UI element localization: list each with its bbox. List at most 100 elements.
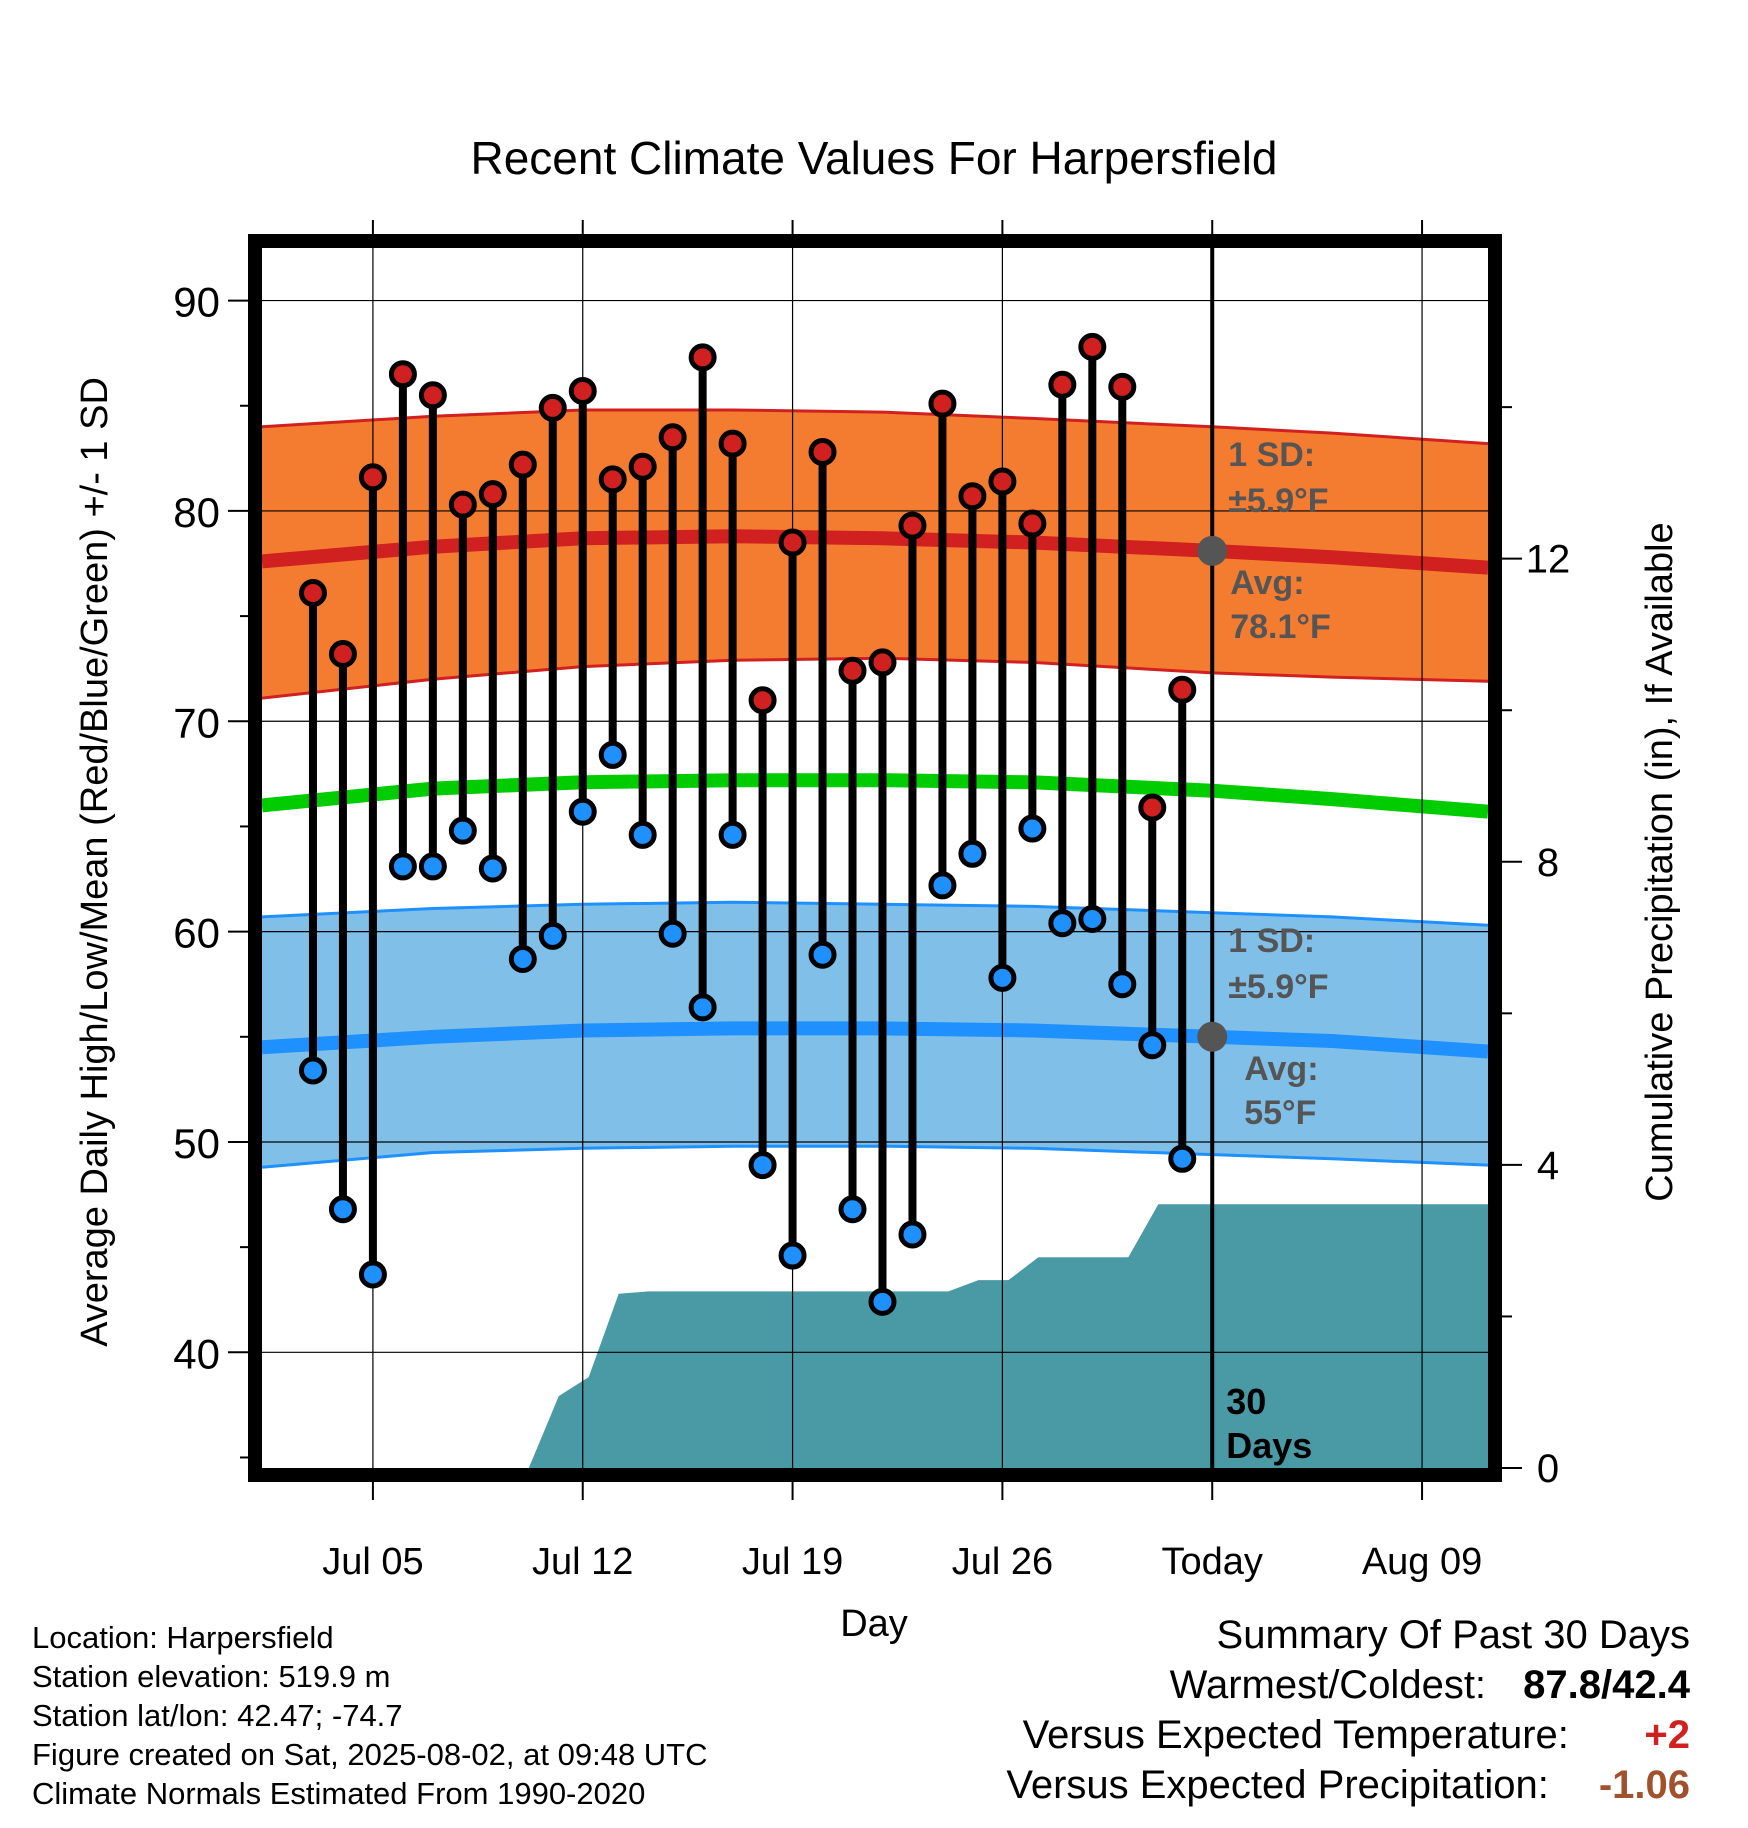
- station-location: Location: Harpersfield: [32, 1620, 334, 1655]
- station-elevation: Station elevation: 519.9 m: [32, 1659, 391, 1694]
- daily-low-point: [1048, 909, 1077, 938]
- y2-tick-label: 8: [1537, 841, 1559, 885]
- daily-low-point: [1018, 814, 1047, 843]
- y-tick-label: 80: [173, 489, 220, 536]
- chart-axes: 40 50 60 70 80 90 0 4 8 12 Jul 05 Jul 12 Jul 19 Jul 2…: [173, 220, 1570, 1583]
- high-avg-label: Avg:: [1230, 564, 1304, 602]
- daily-low-point: [778, 1241, 807, 1270]
- low-sd-label: 1 SD:: [1228, 922, 1315, 960]
- daily-low-point: [748, 1151, 777, 1180]
- high-avg-line: [262, 529, 1488, 575]
- y-tick-label: 50: [173, 1120, 220, 1167]
- daily-high-point: [298, 578, 327, 607]
- daily-high-point: [838, 656, 867, 685]
- temp-label: Versus Expected Temperature:: [1022, 1713, 1569, 1757]
- low-avg-value: 55°F: [1244, 1094, 1316, 1132]
- x-tick-label: Aug 09: [1362, 1541, 1482, 1583]
- low-avg-today-marker: [1197, 1021, 1228, 1052]
- daily-high-point: [508, 450, 537, 479]
- x-tick-label: Jul 12: [532, 1541, 633, 1583]
- x-tick-label: Jul 19: [742, 1541, 843, 1583]
- daily-high-point: [328, 639, 357, 668]
- daily-high-point: [868, 648, 897, 677]
- daily-high-point: [1108, 372, 1137, 401]
- x-tick-label: Today: [1162, 1541, 1263, 1583]
- daily-low-point: [448, 816, 477, 845]
- daily-high-point: [538, 393, 567, 422]
- mean-avg-line: [262, 773, 1488, 819]
- daily-high-point: [778, 528, 807, 557]
- plot-frame: [248, 234, 1502, 1482]
- daily-high-point: [598, 465, 627, 494]
- summary-precip: Versus Expected Precipitation: -1.06: [1006, 1760, 1690, 1810]
- y-axis-label: Average Daily High/Low/Mean (Red/Blue/Gr…: [74, 377, 116, 1347]
- daily-high-point: [418, 381, 447, 410]
- window-days-number: 30: [1226, 1381, 1266, 1422]
- daily-low-point: [478, 854, 507, 883]
- daily-low-point: [538, 921, 567, 950]
- high-sd-upper-line: [262, 408, 1488, 446]
- y-tick-label: 60: [173, 910, 220, 957]
- daily-low-point: [928, 871, 957, 900]
- daily-low-point: [658, 919, 687, 948]
- high-sd-value: ±5.9°F: [1228, 482, 1328, 520]
- daily-high-point: [898, 511, 927, 540]
- daily-high-point: [628, 452, 657, 481]
- daily-high-point: [568, 377, 597, 406]
- daily-low-point: [1138, 1031, 1167, 1060]
- daily-high-point: [1078, 332, 1107, 361]
- daily-high-point: [478, 480, 507, 509]
- daily-high-point: [808, 438, 837, 467]
- daily-high-point: [1138, 793, 1167, 822]
- daily-low-point: [598, 740, 627, 769]
- daily-low-point: [358, 1260, 387, 1289]
- high-avg-value: 78.1°F: [1230, 608, 1331, 646]
- x-tick-label: Jul 26: [952, 1541, 1053, 1583]
- figure-created: Figure created on Sat, 2025-08-02, at 09…: [32, 1737, 708, 1772]
- summary-title: Summary Of Past 30 Days: [1216, 1613, 1690, 1657]
- x-axis-label: Day: [840, 1603, 908, 1645]
- daily-high-point: [448, 490, 477, 519]
- daily-low-point: [508, 944, 537, 973]
- chart-title: Recent Climate Values For Harpersfield: [470, 132, 1277, 184]
- y2-tick-label: 4: [1537, 1144, 1559, 1188]
- daily-high-point: [748, 686, 777, 715]
- daily-high-point: [718, 429, 747, 458]
- daily-low-point: [838, 1195, 867, 1224]
- y2-tick-label: 0: [1537, 1447, 1559, 1491]
- temp-anomaly-value: +2: [1644, 1713, 1690, 1757]
- daily-low-point: [388, 852, 417, 881]
- high-sd-label: 1 SD:: [1228, 436, 1315, 474]
- daily-low-point: [868, 1287, 897, 1316]
- daily-low-point: [568, 797, 597, 826]
- station-info: Location: Harpersfield Station elevation…: [32, 1618, 708, 1813]
- y2-axis-label: Cumulative Precipitation (in), If Availa…: [1639, 522, 1681, 1201]
- summary-temp: Versus Expected Temperature: +2: [1006, 1710, 1690, 1760]
- daily-high-point: [958, 482, 987, 511]
- high-sd-band: [262, 410, 1488, 699]
- summary-warm-cold: Warmest/Coldest: 87.8/42.4: [1006, 1660, 1690, 1710]
- warm-cold-value: 87.8/42.4: [1523, 1663, 1690, 1707]
- y2-tick-label: 12: [1526, 538, 1571, 582]
- window-days-label: Days: [1226, 1425, 1312, 1466]
- daily-high-point: [358, 463, 387, 492]
- daily-low-point: [988, 963, 1017, 992]
- station-latlon: Station lat/lon: 42.47; -74.7: [32, 1698, 403, 1733]
- daily-high-point: [1018, 509, 1047, 538]
- y-tick-label: 70: [173, 699, 220, 746]
- daily-low-point: [958, 839, 987, 868]
- y-tick-label: 40: [173, 1330, 220, 1377]
- y-tick-label: 90: [173, 279, 220, 326]
- precip-anomaly-value: -1.06: [1598, 1763, 1690, 1807]
- daily-low-point: [1078, 905, 1107, 933]
- precip-label: Versus Expected Precipitation:: [1006, 1763, 1549, 1807]
- low-avg-label: Avg:: [1244, 1050, 1318, 1088]
- daily-high-point: [1168, 675, 1197, 704]
- daily-high-point: [1048, 370, 1077, 399]
- daily-low-point: [298, 1056, 327, 1085]
- daily-low-point: [628, 820, 657, 849]
- daily-low-point: [328, 1195, 357, 1224]
- precip-area: [528, 1204, 1488, 1468]
- chart-marks: [298, 248, 1228, 1468]
